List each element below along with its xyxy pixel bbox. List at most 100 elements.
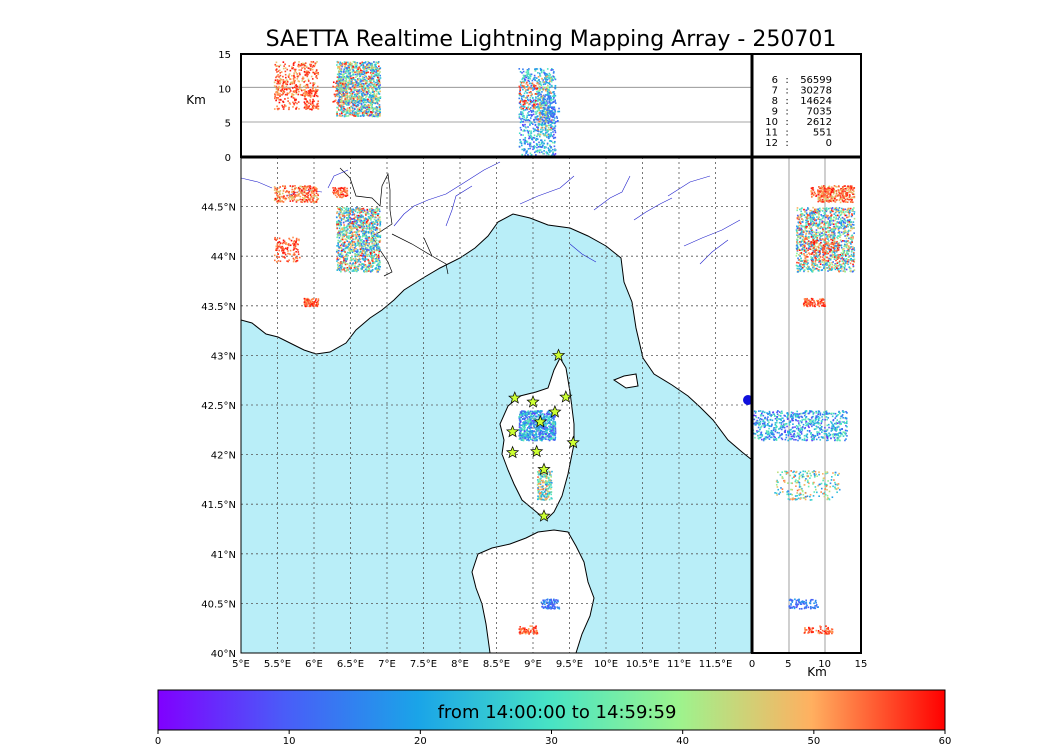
lightning-source (348, 250, 351, 252)
lightning-source (358, 73, 361, 75)
lightning-source (548, 477, 550, 479)
lightning-source (276, 78, 279, 81)
lightning-source (530, 418, 533, 420)
lightning-source (376, 97, 378, 100)
lightning-source (379, 97, 382, 99)
lightning-source (530, 99, 532, 102)
lightning-source (527, 132, 530, 135)
lightning-source (355, 111, 358, 114)
lightning-source (340, 262, 342, 265)
lightning-source (360, 211, 363, 213)
lightning-source (355, 207, 357, 209)
lightning-source (343, 110, 346, 113)
lightning-source (533, 87, 536, 90)
lightning-source (292, 90, 295, 93)
lightning-source (358, 102, 361, 104)
lightning-source (361, 112, 364, 114)
lightning-source (352, 213, 354, 216)
lightning-source (337, 90, 340, 92)
lightning-source (539, 488, 542, 491)
lightning-source (531, 420, 533, 422)
lightning-source (349, 209, 351, 212)
lightning-source (283, 185, 285, 188)
lightning-source (337, 234, 339, 236)
lightning-source (350, 258, 353, 261)
lightning-source (351, 243, 353, 245)
lightning-source (356, 64, 358, 66)
lightning-source (340, 211, 343, 213)
lightning-source (341, 236, 344, 238)
lightning-source (540, 495, 543, 498)
lightning-source (365, 101, 368, 104)
lightning-source (349, 113, 352, 116)
lightning-source (358, 71, 361, 73)
lightning-source (349, 213, 351, 215)
lightning-source (552, 423, 554, 426)
lightning-source (340, 64, 342, 67)
lightning-source (374, 241, 377, 244)
lightning-source (534, 420, 536, 423)
lightning-source (293, 72, 296, 75)
lightning-source (538, 151, 541, 154)
lightning-source (360, 100, 363, 102)
lightning-source (300, 185, 302, 188)
lightning-source (344, 238, 347, 241)
lightning-source (308, 303, 310, 305)
lightning-source (337, 252, 340, 254)
lightning-source (336, 80, 338, 83)
lightning-source (352, 258, 355, 261)
lightning-source (314, 91, 317, 94)
lightning-source (289, 244, 292, 247)
lightning-source (553, 599, 555, 601)
lightning-source (371, 238, 374, 241)
lightning-source (361, 238, 363, 241)
station-marker (505, 424, 520, 438)
lightning-source (546, 598, 548, 601)
lightning-source (377, 269, 380, 271)
lightning-source (345, 111, 348, 114)
lightning-source (340, 252, 343, 254)
lightning-source (360, 69, 362, 72)
lightning-source (282, 106, 284, 108)
lightning-source (533, 134, 536, 137)
lightning-source (372, 94, 374, 97)
lightning-source (370, 216, 372, 218)
lightning-source (357, 92, 359, 94)
lightning-source (357, 96, 360, 99)
lightning-source (300, 89, 303, 92)
lightning-source (363, 264, 365, 266)
lightning-source (366, 212, 368, 215)
lightning-source (379, 74, 382, 77)
lightning-source (367, 215, 370, 218)
lightning-source (370, 94, 373, 97)
lightning-source (345, 229, 348, 232)
lightning-source (371, 207, 373, 210)
lightning-source (376, 70, 379, 72)
lightning-source (289, 253, 292, 256)
lightning-source (552, 417, 554, 420)
lightning-source (525, 152, 527, 155)
lightning-source (356, 253, 359, 256)
lightning-source (290, 94, 293, 97)
lightning-source (348, 247, 351, 250)
lightning-source (351, 222, 354, 225)
lightning-source (347, 72, 350, 75)
lightning-source (356, 101, 359, 104)
lightning-source (531, 628, 534, 630)
lightning-source (359, 65, 362, 67)
lightning-source (370, 212, 373, 214)
lightning-source (344, 194, 346, 197)
lightning-source (375, 235, 378, 237)
lightning-source (370, 102, 372, 104)
lightning-source (521, 117, 524, 120)
lightning-source (378, 65, 380, 68)
lightning-source (546, 429, 549, 431)
lightning-source (301, 94, 303, 96)
lightning-source (274, 96, 276, 98)
lightning-source (278, 85, 280, 88)
lightning-source (355, 82, 358, 84)
lightning-source (539, 430, 542, 432)
lightning-source (532, 127, 535, 130)
lightning-source (373, 102, 375, 104)
lightning-source (539, 482, 541, 485)
